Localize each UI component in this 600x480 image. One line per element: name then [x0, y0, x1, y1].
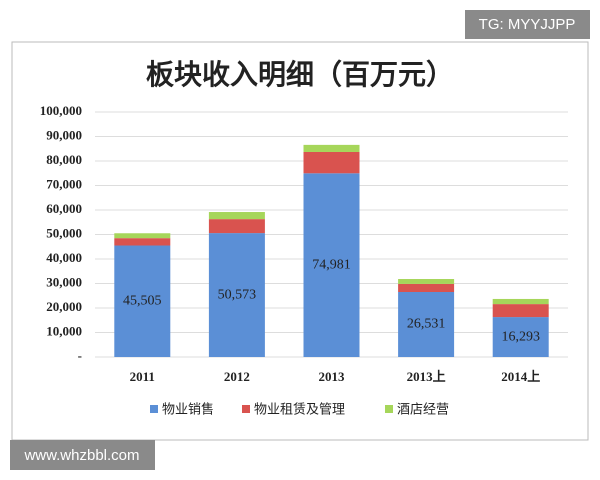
- watermark: TG: MYYJJPP: [479, 16, 576, 33]
- x-tick-label: 2014上: [501, 369, 540, 384]
- legend-label: 酒店经营: [397, 403, 449, 418]
- y-tick-label: 50,000: [46, 225, 82, 240]
- legend-label: 物业销售: [162, 402, 214, 418]
- bar-segment: [398, 279, 455, 284]
- watermark: www.whzbbl.com: [23, 447, 139, 464]
- y-tick-label: 30,000: [46, 274, 82, 289]
- bar-segment: [208, 219, 265, 234]
- bar-segment: [208, 212, 265, 220]
- bar-segment: [398, 283, 455, 292]
- bar-segment: [114, 233, 171, 239]
- data-label: 50,573: [218, 287, 257, 302]
- data-label: 45,505: [123, 293, 162, 308]
- x-tick-label: 2012: [224, 369, 250, 384]
- data-label: 16,293: [501, 329, 540, 344]
- data-label: 26,531: [407, 317, 446, 332]
- y-tick-label: 70,000: [46, 176, 82, 191]
- bar-segment: [492, 298, 549, 305]
- y-tick-label: -: [78, 348, 82, 363]
- x-tick-label: 2011: [130, 369, 155, 384]
- bar-segment: [303, 151, 360, 174]
- y-tick-label: 60,000: [46, 201, 82, 216]
- bar-segment: [492, 317, 549, 357]
- legend-marker: [150, 405, 158, 413]
- chart-frame: [11, 41, 589, 441]
- bar-segment: [114, 245, 171, 357]
- x-tick-label: 2013: [319, 369, 346, 384]
- data-label: 74,981: [312, 257, 351, 272]
- y-tick-label: 80,000: [46, 152, 82, 167]
- x-tick-label: 2013上: [407, 369, 446, 384]
- y-tick-label: 10,000: [46, 323, 82, 338]
- y-tick-label: 20,000: [46, 299, 82, 314]
- bar-segment: [303, 144, 360, 152]
- watermark-box: [10, 440, 155, 470]
- bar-segment: [114, 238, 171, 246]
- chart-title: 板块收入明细（百万元）: [146, 58, 454, 91]
- legend-marker: [385, 405, 393, 413]
- bar-segment: [303, 173, 360, 357]
- watermark-box: [465, 10, 590, 39]
- bar-segment: [208, 233, 265, 357]
- legend-marker: [242, 405, 250, 413]
- bar-segment: [492, 304, 549, 318]
- y-tick-label: 40,000: [46, 250, 82, 265]
- y-tick-label: 90,000: [46, 127, 82, 142]
- legend-label: 物业租赁及管理: [254, 403, 345, 418]
- bar-segment: [398, 291, 455, 357]
- y-tick-label: 100,000: [40, 103, 82, 118]
